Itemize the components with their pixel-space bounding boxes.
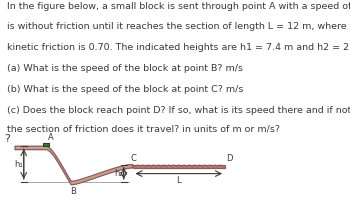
Text: (c) Does the block reach point D? If so, what is its speed there and if not, how: (c) Does the block reach point D? If so,… — [7, 106, 350, 115]
Text: h₂: h₂ — [114, 169, 122, 178]
Text: In the figure below, a small block is sent through point A with a speed of 9.5 m: In the figure below, a small block is se… — [7, 2, 350, 11]
Text: h₁: h₁ — [14, 160, 23, 169]
Polygon shape — [133, 164, 225, 168]
Bar — [43, 143, 49, 146]
Text: B: B — [70, 187, 76, 196]
Text: kinetic friction is 0.70. The indicated heights are h1 = 7.4 m and h2 = 2.5 m.: kinetic friction is 0.70. The indicated … — [7, 43, 350, 52]
Text: D: D — [226, 154, 233, 163]
Text: (a) What is the speed of the block at point B? m/s: (a) What is the speed of the block at po… — [7, 64, 243, 73]
Text: C: C — [131, 154, 137, 163]
Text: the section of friction does it travel? in units of m or m/s?: the section of friction does it travel? … — [7, 125, 280, 134]
Text: is without friction until it reaches the section of length L = 12 m, where the c: is without friction until it reaches the… — [7, 22, 350, 31]
Text: A: A — [48, 133, 53, 142]
Text: (b) What is the speed of the block at point C? m/s: (b) What is the speed of the block at po… — [7, 85, 243, 94]
Polygon shape — [15, 146, 133, 185]
Text: L: L — [176, 176, 181, 185]
Text: ?: ? — [4, 134, 10, 144]
